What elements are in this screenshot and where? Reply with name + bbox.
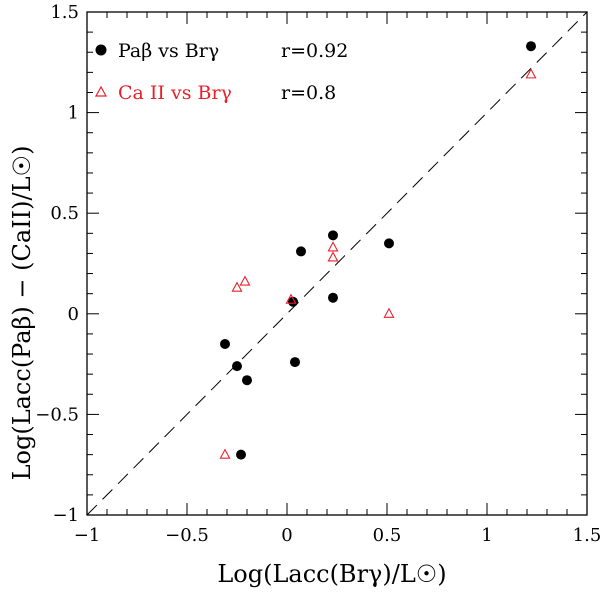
- point-caii-brg: [327, 251, 339, 262]
- one-to-one-dashed-line: [86, 11, 588, 516]
- y-tick-label: 1.5: [50, 2, 79, 23]
- point-pab-brg: [232, 361, 242, 372]
- point-caii-brg: [383, 307, 395, 318]
- point-caii-brg: [239, 275, 251, 286]
- point-caii-brg: [219, 448, 231, 459]
- y-tick-label: −0.5: [35, 404, 79, 425]
- point-pab-brg: [526, 41, 536, 52]
- y-axis-title: Log(Lacc(Paβ) − (CaII)/L☉): [8, 146, 36, 481]
- legend: Paβ vs Brγ r=0.92 Ca II vs Brγ r=0.8: [94, 40, 348, 104]
- legend-r-caii-brg: r=0.8: [281, 82, 336, 104]
- legend-item-pab-brg: Paβ vs Brγ r=0.92: [95, 40, 348, 62]
- point-pab-brg: [328, 292, 338, 303]
- point-caii-brg: [327, 241, 339, 252]
- plot-frame: [86, 11, 588, 516]
- x-tick-label: 1: [481, 525, 492, 546]
- data-points: [219, 41, 537, 460]
- legend-label-caii-brg: Ca II vs Brγ: [118, 82, 232, 104]
- tick-labels: −1 −0.5 0 0.5 1 1.5 −1 −0.5 0 0.5 1 1.5: [35, 2, 600, 546]
- x-tick-label: 0.5: [373, 525, 402, 546]
- legend-r-pab-brg: r=0.92: [281, 40, 348, 62]
- legend-marker-open-triangle: [94, 85, 108, 97]
- x-tick-label: −1: [74, 525, 101, 546]
- point-pab-brg: [328, 230, 338, 241]
- point-pab-brg: [288, 296, 298, 307]
- point-caii-brg: [231, 281, 243, 292]
- x-tick-label: 1.5: [573, 525, 600, 546]
- x-axis-title: Log(Lacc(Brγ)/L☉): [217, 560, 446, 588]
- x-tick-label: −0.5: [165, 525, 209, 546]
- point-pab-brg: [384, 238, 394, 249]
- point-pab-brg: [296, 246, 306, 257]
- point-pab-brg: [220, 338, 230, 349]
- point-caii-brg: [285, 293, 297, 304]
- legend-label-pab-brg: Paβ vs Brγ: [118, 40, 219, 62]
- y-tick-label: 0.5: [50, 203, 79, 224]
- y-tick-label: 1: [68, 103, 79, 124]
- x-tick-label: 0: [281, 525, 292, 546]
- point-pab-brg: [242, 375, 252, 386]
- reference-line-group: [86, 11, 588, 516]
- legend-marker-filled-circle: [95, 44, 107, 56]
- legend-item-caii-brg: Ca II vs Brγ r=0.8: [94, 82, 336, 104]
- y-tick-label: −1: [52, 505, 79, 526]
- point-pab-brg: [236, 449, 246, 460]
- point-pab-brg: [290, 357, 300, 368]
- point-caii-brg: [525, 68, 537, 79]
- y-tick-label: 0: [68, 304, 79, 325]
